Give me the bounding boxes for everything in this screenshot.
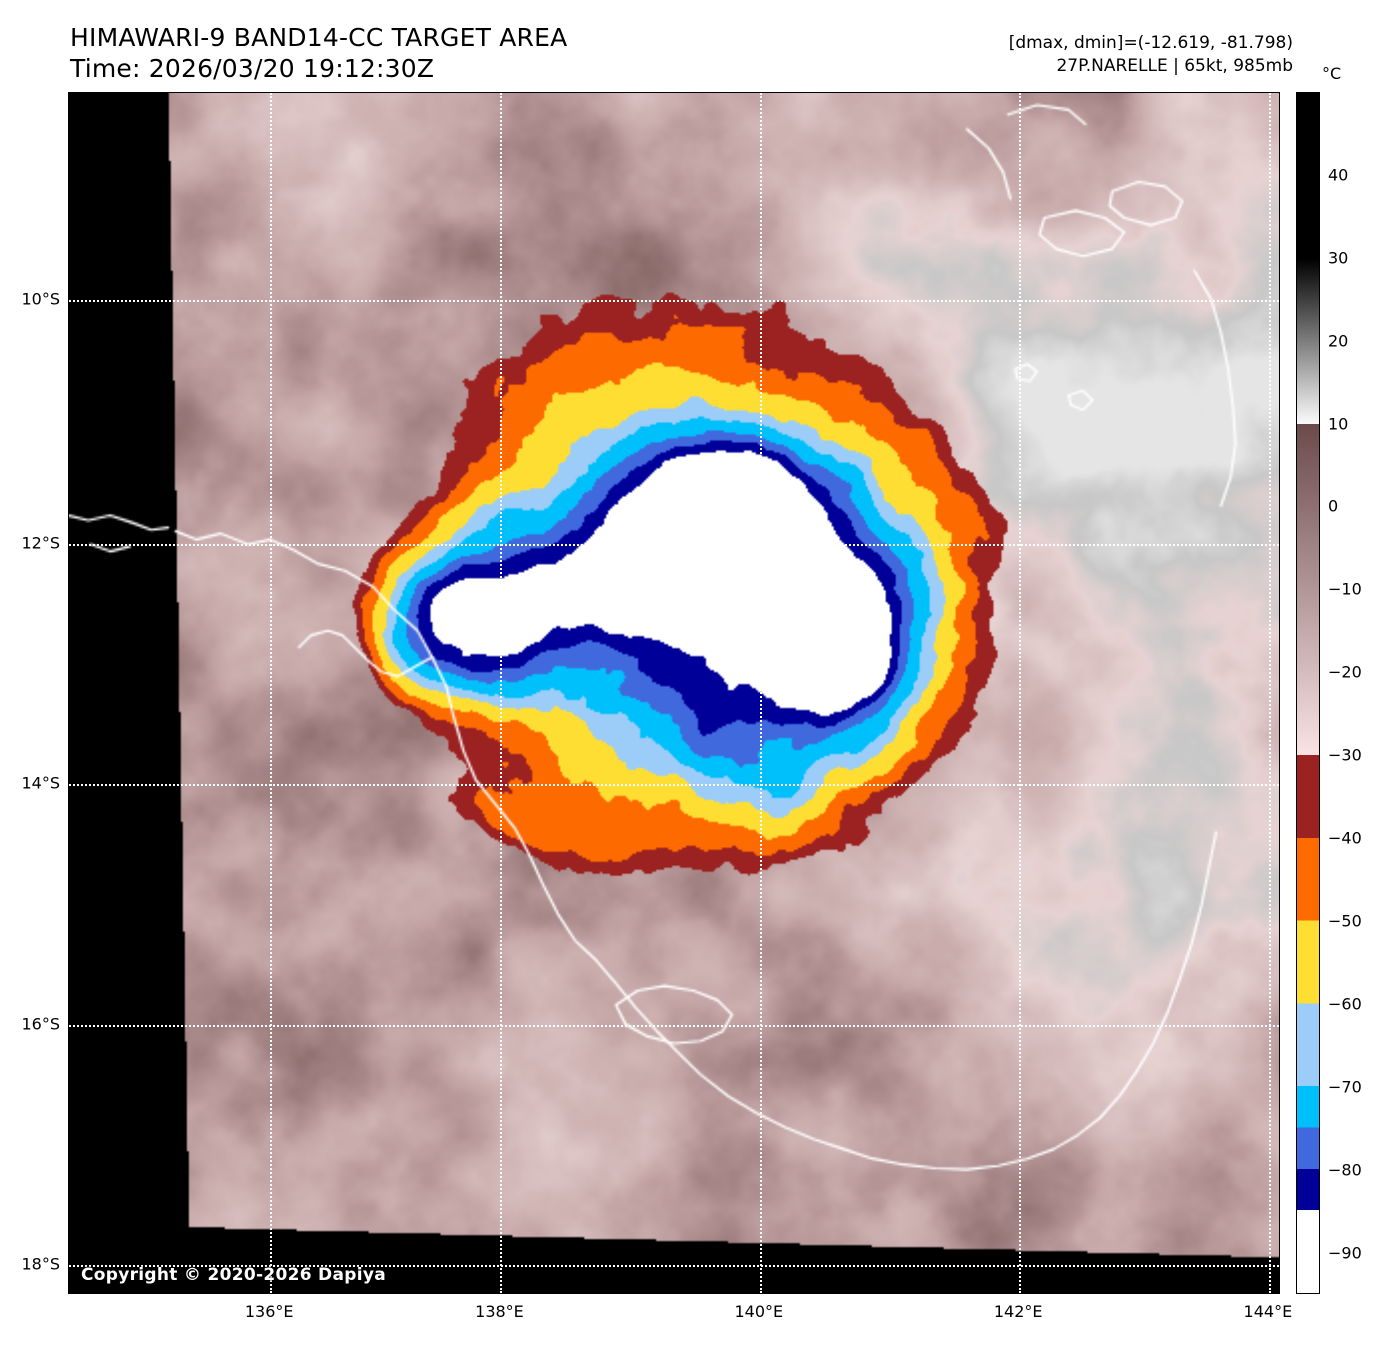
colorbar-tick-label: 40 [1328, 165, 1349, 185]
colorbar-tick-label: −40 [1328, 828, 1362, 848]
colorbar-tick-label: −30 [1328, 745, 1362, 765]
y-tick-label: 14°S [21, 773, 60, 793]
dmax-dmin-label: [dmax, dmin]=(-12.619, -81.798) [1008, 33, 1293, 53]
x-tick-label: 138°E [475, 1302, 524, 1321]
colorbar-tick-label: −60 [1328, 994, 1362, 1014]
colorbar-tick-label: 10 [1328, 414, 1349, 434]
colorbar-units-label: °C [1322, 64, 1342, 83]
x-tick-label: 140°E [734, 1302, 784, 1321]
x-tick-label: 136°E [244, 1302, 294, 1321]
title-line-1: HIMAWARI-9 BAND14-CC TARGET AREA [70, 23, 568, 52]
satellite-image-canvas [69, 93, 1279, 1293]
x-tick-label: 142°E [993, 1302, 1043, 1321]
y-tick-label: 10°S [21, 289, 60, 309]
y-tick-label: 12°S [21, 533, 60, 553]
colorbar-tick-label: 20 [1328, 331, 1349, 351]
colorbar [1296, 92, 1320, 1294]
colorbar-tick-label: −10 [1328, 579, 1362, 599]
title-line-2: Time: 2026/03/20 19:12:30Z [70, 54, 435, 83]
colorbar-tick-label: −80 [1328, 1160, 1362, 1180]
colorbar-tick-label: −50 [1328, 911, 1362, 931]
header-metadata: [dmax, dmin]=(-12.619, -81.798) 27P.NARE… [1009, 32, 1293, 78]
page-title: HIMAWARI-9 BAND14-CC TARGET AREA Time: 2… [70, 22, 567, 84]
x-tick-label: 144°E [1243, 1302, 1293, 1321]
y-tick-label: 16°S [21, 1014, 60, 1034]
colorbar-tick-label: −90 [1328, 1243, 1362, 1263]
storm-info-label: 27P.NARELLE | 65kt, 985mb [1056, 56, 1293, 76]
colorbar-tick-label: 0 [1328, 496, 1339, 516]
colorbar-gradient [1297, 93, 1319, 1293]
y-tick-label: 18°S [21, 1254, 60, 1274]
colorbar-tick-label: 30 [1328, 248, 1349, 268]
colorbar-tick-label: −70 [1328, 1077, 1362, 1097]
satellite-image-plot: Copyright © 2020-2026 Dapiya [68, 92, 1280, 1294]
copyright-label: Copyright © 2020-2026 Dapiya [81, 1265, 386, 1285]
colorbar-tick-label: −20 [1328, 662, 1362, 682]
